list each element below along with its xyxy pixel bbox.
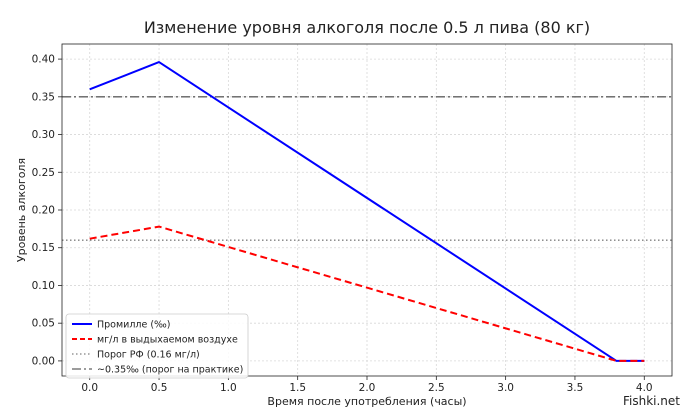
x-axis-label: Время после употребления (часы): [267, 395, 466, 408]
y-tick-label: 0.10: [32, 280, 55, 292]
x-tick-label: 1.0: [220, 382, 237, 394]
series-line: [89, 225, 645, 362]
legend-label: мг/л в выдыхаемом воздухе: [97, 335, 238, 346]
watermark: Fishki.net: [622, 394, 680, 408]
x-tick-label: 0.0: [81, 382, 98, 394]
chart-title: Изменение уровня алкоголя после 0.5 л пи…: [144, 18, 590, 37]
x-tick-label: 2.5: [428, 382, 445, 394]
x-tick-label: 3.0: [497, 382, 514, 394]
legend: Промилле (‰) мг/л в выдыхаемом воздухе Пор…: [65, 313, 249, 379]
y-axis-ticks: 0.00 0.05 0.10 0.15 0.20 0.25 0.30 0.35 0.40: [32, 54, 62, 367]
x-tick-label: 2.0: [359, 382, 376, 394]
y-tick-label: 0.20: [32, 205, 55, 217]
x-tick-label: 4.0: [636, 382, 653, 394]
y-tick-label: 0.15: [32, 242, 55, 254]
y-tick-label: 0.40: [32, 54, 55, 66]
series-lines: [89, 61, 645, 362]
x-tick-label: 1.5: [289, 382, 306, 394]
legend-label: ~0.35‰ (порог на практике): [97, 365, 243, 376]
y-tick-label: 0.30: [32, 129, 55, 141]
y-tick-label: 0.25: [32, 167, 55, 179]
grid: [62, 44, 672, 376]
x-tick-label: 0.5: [151, 382, 168, 394]
y-tick-label: 0.35: [32, 91, 55, 103]
y-tick-label: 0.00: [32, 355, 55, 367]
x-tick-label: 3.5: [567, 382, 584, 394]
reference-lines: [62, 96, 672, 241]
legend-box: [65, 313, 249, 379]
legend-label: Порог РФ (0.16 мг/л): [97, 350, 200, 361]
x-axis-ticks: 0.0 0.5 1.0 1.5 2.0 2.5 3.0 3.5 4.0: [81, 376, 653, 394]
y-axis-label: Уровень алкоголя: [15, 158, 28, 262]
y-tick-label: 0.05: [32, 318, 55, 330]
legend-label: Промилле (‰): [97, 320, 171, 331]
